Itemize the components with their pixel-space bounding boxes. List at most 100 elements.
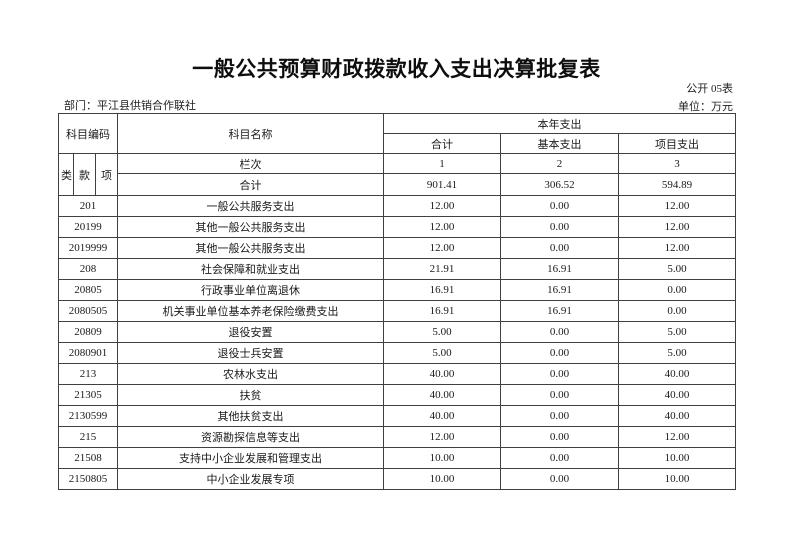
cell-subject-name: 一般公共服务支出	[117, 195, 385, 217]
cell-subject-name: 社会保障和就业支出	[117, 258, 385, 280]
cell-total: 12.00	[383, 195, 502, 217]
cell-total: 10.00	[383, 468, 502, 490]
table-row: 21508 支持中小企业发展和管理支出 10.00 0.00 10.00	[57, 447, 737, 469]
header-project-expenditure: 项目支出	[618, 133, 737, 154]
cell-project-expenditure: 12.00	[618, 426, 737, 448]
cell-project-expenditure: 12.00	[618, 237, 737, 259]
column-index-label: 栏次	[117, 153, 385, 174]
table-row: 20199 其他一般公共服务支出 12.00 0.00 12.00	[57, 216, 737, 238]
grand-total-total: 901.41	[383, 173, 502, 196]
cell-subject-code: 2130599	[57, 405, 119, 427]
cell-total: 5.00	[383, 321, 502, 343]
header-subject-name: 科目名称	[117, 113, 385, 154]
cell-basic-expenditure: 16.91	[500, 300, 620, 322]
cell-basic-expenditure: 0.00	[500, 195, 620, 217]
cell-subject-code: 2080505	[57, 300, 119, 322]
cell-total: 16.91	[383, 300, 502, 322]
department-label: 部门：平江县供销合作联社	[64, 100, 196, 112]
cell-total: 5.00	[383, 342, 502, 364]
column-number-2: 2	[500, 153, 620, 174]
cell-project-expenditure: 0.00	[618, 300, 737, 322]
cell-subject-code: 20809	[57, 321, 119, 343]
cell-basic-expenditure: 0.00	[500, 321, 620, 343]
cell-subject-name: 其他一般公共服务支出	[117, 237, 385, 259]
cell-basic-expenditure: 0.00	[500, 405, 620, 427]
table-row: 2130599 其他扶贫支出 40.00 0.00 40.00	[57, 405, 737, 427]
cell-subject-code: 213	[57, 363, 119, 385]
cell-subject-code: 20805	[57, 279, 119, 301]
grand-total-basic: 306.52	[500, 173, 620, 196]
cell-subject-code: 208	[57, 258, 119, 280]
unit-label: 单位：万元	[678, 101, 733, 113]
cell-total: 40.00	[383, 405, 502, 427]
cell-total: 12.00	[383, 237, 502, 259]
header-item: 项	[94, 153, 119, 196]
table-row: 2080505 机关事业单位基本养老保险缴费支出 16.91 16.91 0.00	[57, 300, 737, 322]
cell-project-expenditure: 12.00	[618, 216, 737, 238]
table-row: 213 农林水支出 40.00 0.00 40.00	[57, 363, 737, 385]
cell-total: 40.00	[383, 363, 502, 385]
cell-subject-name: 中小企业发展专项	[117, 468, 385, 490]
cell-subject-name: 机关事业单位基本养老保险缴费支出	[117, 300, 385, 322]
page-title: 一般公共预算财政拨款收入支出决算批复表	[192, 57, 601, 81]
cell-basic-expenditure: 0.00	[500, 342, 620, 364]
cell-subject-code: 20199	[57, 216, 119, 238]
cell-project-expenditure: 40.00	[618, 384, 737, 406]
cell-project-expenditure: 40.00	[618, 363, 737, 385]
table-row: 20809 退役安置 5.00 0.00 5.00	[57, 321, 737, 343]
cell-subject-name: 资源勘探信息等支出	[117, 426, 385, 448]
table-row: 21305 扶贫 40.00 0.00 40.00	[57, 384, 737, 406]
cell-basic-expenditure: 0.00	[500, 426, 620, 448]
cell-project-expenditure: 5.00	[618, 342, 737, 364]
column-number-1: 1	[383, 153, 502, 174]
cell-total: 16.91	[383, 279, 502, 301]
grand-total-label: 合计	[117, 173, 385, 196]
cell-basic-expenditure: 16.91	[500, 258, 620, 280]
cell-subject-code: 2080901	[57, 342, 119, 364]
cell-basic-expenditure: 0.00	[500, 384, 620, 406]
table-number-label: 公开 05表	[686, 83, 733, 95]
table-row: 2150805 中小企业发展专项 10.00 0.00 10.00	[57, 468, 737, 490]
grand-total-project: 594.89	[618, 173, 737, 196]
table-row: 2019999 其他一般公共服务支出 12.00 0.00 12.00	[57, 237, 737, 259]
cell-project-expenditure: 5.00	[618, 321, 737, 343]
cell-subject-code: 201	[57, 195, 119, 217]
cell-project-expenditure: 10.00	[618, 468, 737, 490]
cell-subject-name: 支持中小企业发展和管理支出	[117, 447, 385, 469]
header-section: 款	[73, 153, 96, 196]
cell-basic-expenditure: 0.00	[500, 447, 620, 469]
header-subject-code: 科目编码	[57, 113, 119, 154]
table-row: 20805 行政事业单位离退休 16.91 16.91 0.00	[57, 279, 737, 301]
cell-subject-code: 2150805	[57, 468, 119, 490]
cell-project-expenditure: 0.00	[618, 279, 737, 301]
column-number-3: 3	[618, 153, 737, 174]
cell-total: 10.00	[383, 447, 502, 469]
cell-total: 21.91	[383, 258, 502, 280]
cell-subject-name: 其他一般公共服务支出	[117, 216, 385, 238]
table-row: 208 社会保障和就业支出 21.91 16.91 5.00	[57, 258, 737, 280]
cell-subject-name: 农林水支出	[117, 363, 385, 385]
cell-subject-code: 2019999	[57, 237, 119, 259]
cell-subject-code: 21508	[57, 447, 119, 469]
budget-table: 科目编码 科目名称 本年支出 合计 基本支出 项目支出 类 款 项 栏次 1 2…	[57, 113, 737, 490]
cell-basic-expenditure: 0.00	[500, 363, 620, 385]
cell-project-expenditure: 10.00	[618, 447, 737, 469]
cell-subject-name: 退役安置	[117, 321, 385, 343]
table-body: 201 一般公共服务支出 12.00 0.00 12.00 20199 其他一般公共服务支出…	[57, 195, 737, 490]
cell-project-expenditure: 5.00	[618, 258, 737, 280]
cell-project-expenditure: 40.00	[618, 405, 737, 427]
cell-total: 12.00	[383, 216, 502, 238]
cell-total: 12.00	[383, 426, 502, 448]
cell-basic-expenditure: 0.00	[500, 216, 620, 238]
cell-basic-expenditure: 0.00	[500, 237, 620, 259]
cell-subject-name: 扶贫	[117, 384, 385, 406]
cell-project-expenditure: 12.00	[618, 195, 737, 217]
cell-subject-name: 退役士兵安置	[117, 342, 385, 364]
cell-subject-code: 21305	[57, 384, 119, 406]
cell-basic-expenditure: 16.91	[500, 279, 620, 301]
header-basic-expenditure: 基本支出	[500, 133, 620, 154]
header-class: 类	[58, 153, 74, 196]
table-row: 2080901 退役士兵安置 5.00 0.00 5.00	[57, 342, 737, 364]
cell-basic-expenditure: 0.00	[500, 468, 620, 490]
